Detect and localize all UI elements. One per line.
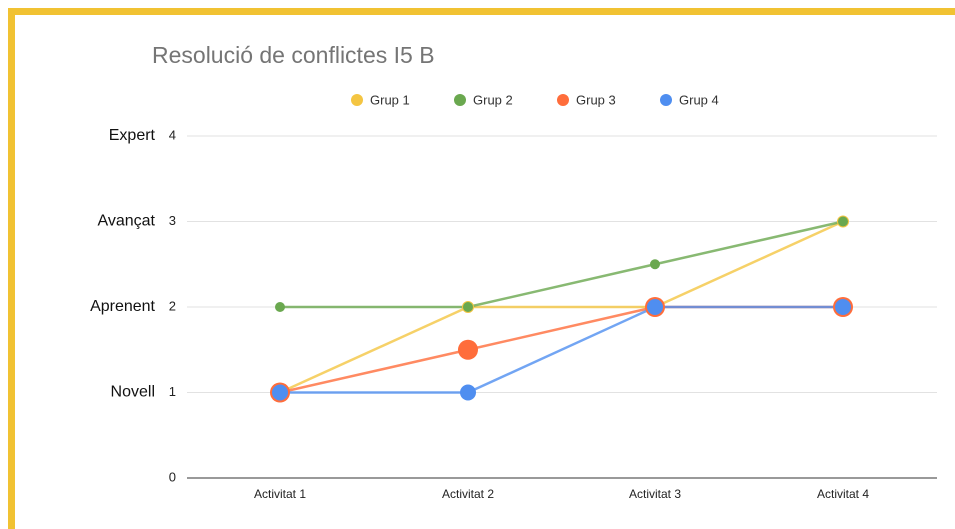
point [460, 384, 476, 401]
point [835, 299, 851, 315]
frame-left [8, 8, 15, 529]
y-tick-label: 0 [169, 469, 176, 484]
point [272, 384, 288, 401]
point [458, 339, 478, 360]
level-label: Avançat [97, 213, 155, 230]
legend-label: Grup 2 [473, 92, 513, 107]
legend-marker [557, 94, 569, 106]
legend-label: Grup 4 [679, 92, 719, 107]
chart-title: Resolució de conflictes I5 B [152, 42, 435, 68]
point [838, 216, 848, 227]
level-label: Novell [111, 384, 155, 401]
y-tick-label: 3 [169, 213, 176, 228]
legend-label: Grup 1 [370, 92, 410, 107]
y-tick-label: 4 [169, 127, 176, 142]
x-tick-label: Activitat 4 [817, 487, 869, 501]
point [275, 302, 285, 312]
legend-marker [454, 94, 466, 106]
legend-marker [660, 94, 672, 106]
level-label: Expert [109, 127, 156, 144]
y-tick-label: 2 [169, 298, 176, 313]
point [647, 299, 663, 315]
frame-top [8, 8, 955, 15]
legend-label: Grup 3 [576, 92, 616, 107]
x-tick-label: Activitat 3 [629, 487, 681, 501]
point [463, 302, 473, 312]
point [650, 259, 660, 270]
series-line [280, 220, 844, 309]
series-line [280, 305, 843, 394]
level-label: Aprenent [90, 298, 155, 315]
y-tick-label: 1 [169, 384, 176, 399]
x-tick-label: Activitat 2 [442, 487, 494, 501]
legend-marker [351, 94, 363, 106]
x-tick-label: Activitat 1 [254, 487, 306, 501]
series-line [279, 220, 844, 394]
